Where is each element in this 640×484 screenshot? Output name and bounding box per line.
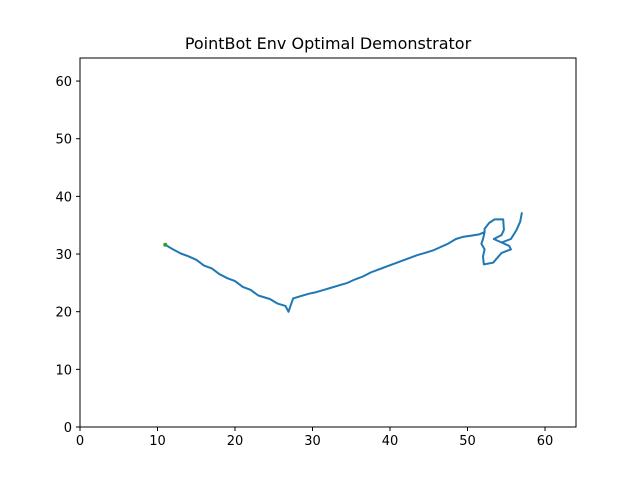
y-tick-label: 40 [55, 190, 72, 205]
y-tick-label: 10 [55, 363, 72, 378]
x-tick-label: 50 [459, 434, 476, 449]
y-tick-label: 50 [55, 133, 72, 148]
y-tick-label: 60 [55, 75, 72, 90]
x-tick-label: 10 [149, 434, 166, 449]
x-axis: 0 10 20 30 40 50 60 [76, 427, 553, 449]
x-tick-label: 0 [76, 434, 84, 449]
trajectory-line-2 [287, 212, 523, 313]
y-axis: 0 10 20 30 40 50 60 [55, 75, 80, 436]
x-tick-label: 20 [227, 434, 244, 449]
trajectory-line-1 [164, 243, 290, 313]
y-tick-label: 0 [64, 421, 72, 436]
x-tick-label: 30 [304, 434, 321, 449]
y-tick-label: 20 [55, 306, 72, 321]
chart-title: PointBot Env Optimal Demonstrator [185, 34, 472, 53]
x-tick-label: 60 [537, 434, 554, 449]
start-point-marker [163, 242, 168, 247]
x-tick-label: 40 [382, 434, 399, 449]
plot-frame [79, 57, 577, 428]
plot-area [163, 212, 523, 313]
y-tick-label: 30 [55, 248, 72, 263]
